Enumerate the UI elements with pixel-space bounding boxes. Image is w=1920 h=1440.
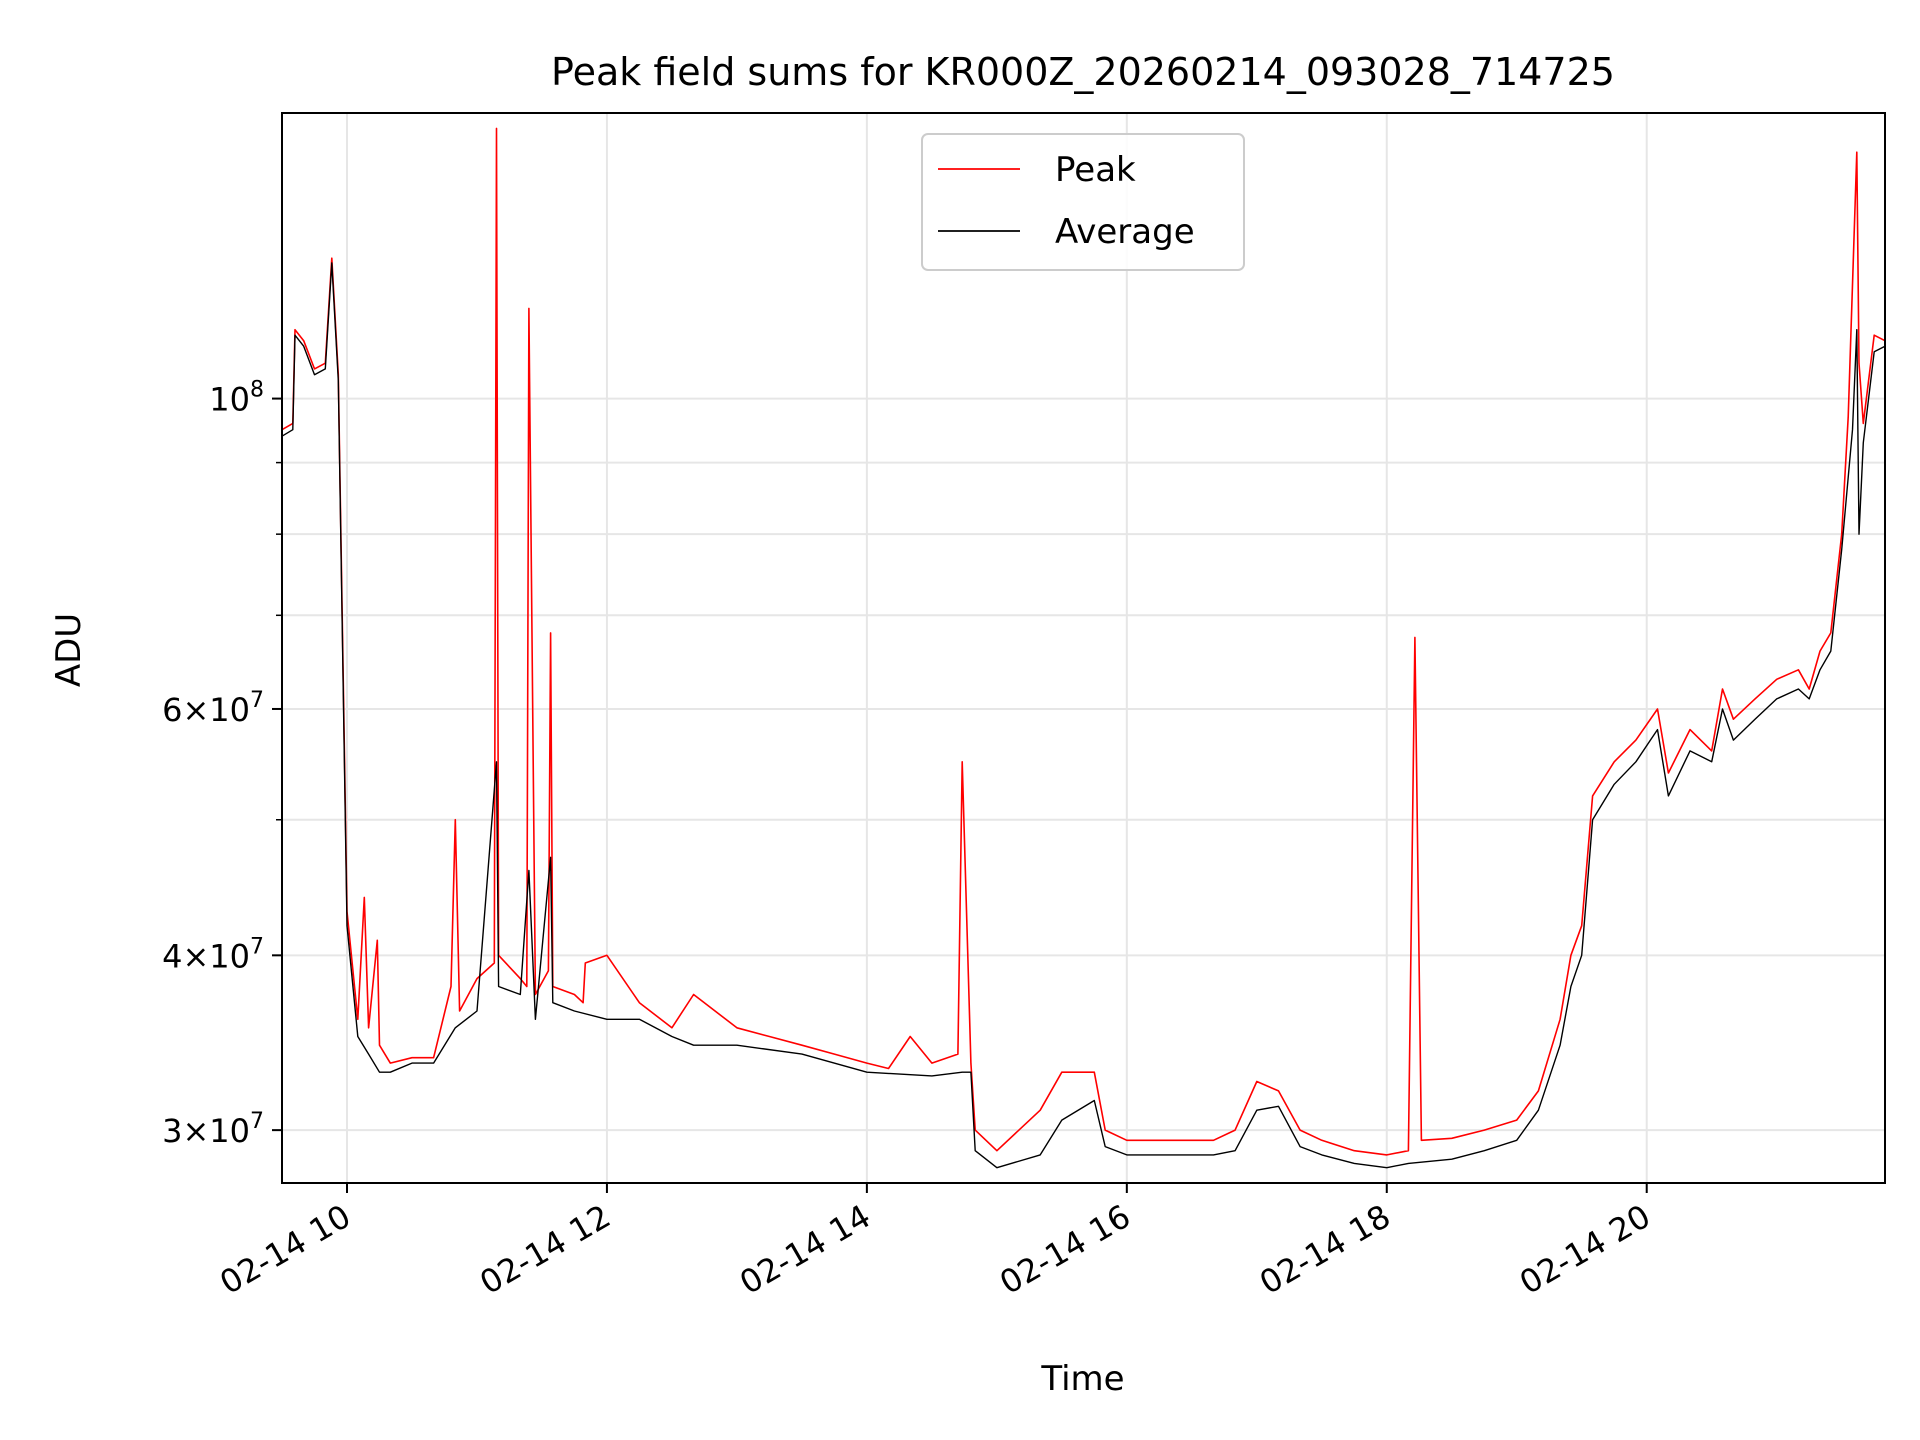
x-axis-label: Time [1040, 1359, 1124, 1399]
series-peak-line [281, 127, 1886, 1156]
grid-layer [282, 113, 1885, 1183]
y-tick-label: 3×107 [162, 1109, 264, 1150]
legend: Peak Average [921, 133, 1245, 271]
legend-average-label: Average [1055, 212, 1195, 252]
y-tick-label: 6×107 [162, 688, 264, 729]
series-average-line [281, 262, 1886, 1169]
legend-peak-label: Peak [1055, 150, 1136, 190]
y-tick-label: 108 [209, 378, 264, 419]
x-tick-label: 02-14 16 [993, 1197, 1137, 1302]
series-layer [281, 127, 1886, 1169]
axis-layer: 3×107 4×107 6×107 108 02-14 10 02-14 12 02-14 … [162, 378, 1657, 1302]
legend-box [921, 133, 1245, 271]
chart-title: Peak field sums for KR000Z_20260214_0930… [551, 50, 1615, 94]
x-tick-label: 02-14 18 [1253, 1197, 1397, 1302]
plot-frame [281, 112, 1886, 1184]
x-tick-label: 02-14 12 [473, 1197, 617, 1302]
x-tick-label: 02-14 14 [733, 1197, 877, 1302]
y-axis-label: ADU [49, 613, 89, 687]
x-tick-label: 02-14 10 [213, 1197, 357, 1302]
x-tick-label: 02-14 20 [1513, 1197, 1657, 1302]
y-tick-label: 4×107 [162, 934, 264, 975]
